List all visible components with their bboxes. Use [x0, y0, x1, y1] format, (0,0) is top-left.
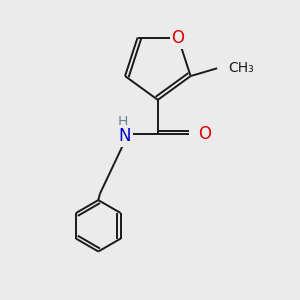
Text: H: H [117, 115, 128, 129]
Text: O: O [172, 28, 184, 46]
Text: CH₃: CH₃ [228, 61, 254, 75]
Text: O: O [198, 125, 211, 143]
Text: N: N [119, 127, 131, 145]
